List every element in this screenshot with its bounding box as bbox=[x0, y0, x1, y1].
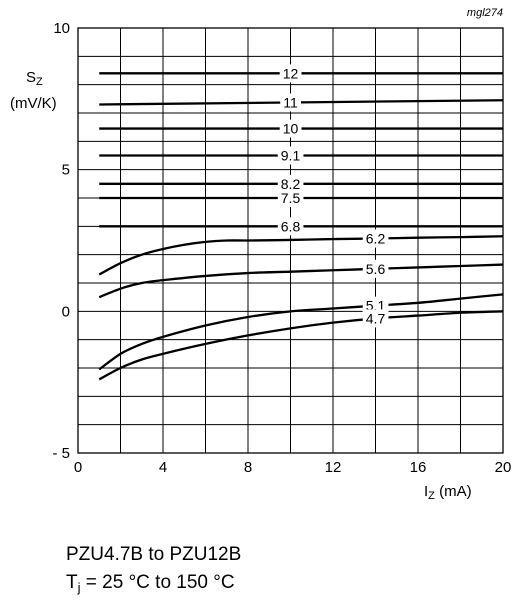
series-label-background bbox=[362, 259, 389, 278]
x-axis-unit: (mA) bbox=[435, 483, 472, 500]
series-label-background bbox=[277, 146, 304, 165]
series-5-1: 5.1 bbox=[98, 293, 504, 371]
series-line bbox=[98, 293, 504, 371]
series-label-background bbox=[279, 119, 302, 138]
series-label: 9.1 bbox=[281, 148, 301, 164]
series-label: 6.8 bbox=[281, 218, 301, 234]
series-label-background bbox=[277, 189, 304, 207]
series-label-background bbox=[362, 229, 389, 248]
series-5-6: 5.6 bbox=[98, 259, 504, 299]
series-label: 4.7 bbox=[366, 310, 386, 326]
series-group: 12 11 10 9.1 8.27.5 6.8 6.2 5.6 5.14.7 bbox=[98, 64, 504, 381]
x-axis-label: IZ (mA) bbox=[424, 483, 472, 502]
x-tick-labels: 0 4 8 12 16 20 bbox=[74, 459, 512, 476]
y-axis-subscript: Z bbox=[36, 76, 43, 88]
y-tick-labels: - 5 0 5 10 bbox=[52, 20, 70, 462]
x-axis-subscript: Z bbox=[428, 490, 435, 502]
caption-temp-rest: = 25 °C to 150 °C bbox=[80, 572, 235, 593]
x-tick-label: 12 bbox=[325, 459, 342, 476]
y-tick-label: 0 bbox=[62, 303, 70, 320]
figure-id: mgl274 bbox=[467, 7, 503, 19]
series-label: 11 bbox=[283, 94, 298, 110]
series-6-8: 6.8 bbox=[99, 217, 503, 236]
caption-temp-symbol: T bbox=[66, 572, 78, 593]
series-label: 10 bbox=[283, 121, 299, 137]
series-label-background bbox=[362, 309, 389, 328]
series-9-1: 9.1 bbox=[99, 146, 503, 165]
series-label-background bbox=[279, 64, 302, 83]
series-label: 6.2 bbox=[366, 231, 386, 247]
series-label-background bbox=[277, 174, 304, 193]
series-label: 5.6 bbox=[366, 261, 386, 277]
y-axis-unit: (mV/K) bbox=[10, 95, 57, 112]
series-line bbox=[98, 310, 504, 381]
y-tick-label: 5 bbox=[62, 162, 70, 179]
x-tick-label: 8 bbox=[244, 459, 252, 476]
x-tick-label: 0 bbox=[74, 459, 82, 476]
series-8-2: 8.2 bbox=[99, 174, 503, 193]
x-tick-label: 4 bbox=[159, 459, 167, 476]
x-tick-label: 16 bbox=[410, 459, 427, 476]
plot-frame bbox=[77, 27, 504, 454]
series-10: 10 bbox=[99, 119, 503, 138]
series-label-background bbox=[277, 217, 304, 236]
series-line bbox=[98, 235, 504, 276]
x-tick-label: 20 bbox=[495, 459, 512, 476]
caption-device-range: PZU4.7B to PZU12B bbox=[66, 544, 242, 565]
series-6-2: 6.2 bbox=[98, 229, 504, 276]
x-axis-symbol: I bbox=[424, 483, 428, 500]
y-axis-symbol: S bbox=[26, 69, 36, 86]
y-tick-label: 10 bbox=[53, 20, 70, 37]
series-label-background bbox=[280, 93, 301, 112]
series-4-7: 4.7 bbox=[98, 309, 504, 381]
series-12: 12 bbox=[99, 64, 503, 83]
caption-temperature-range: Tj = 25 °C to 150 °C bbox=[66, 571, 235, 600]
series-label: 8.2 bbox=[281, 176, 301, 192]
series-11: 11 bbox=[99, 93, 504, 112]
series-line bbox=[98, 263, 504, 299]
y-axis-label-symbol: SZ bbox=[26, 69, 43, 88]
series-line bbox=[99, 99, 504, 106]
series-7-5: 7.5 bbox=[99, 189, 503, 207]
series-label: 7.5 bbox=[281, 190, 301, 206]
y-tick-label: - 5 bbox=[52, 445, 70, 462]
series-label: 12 bbox=[283, 65, 299, 81]
